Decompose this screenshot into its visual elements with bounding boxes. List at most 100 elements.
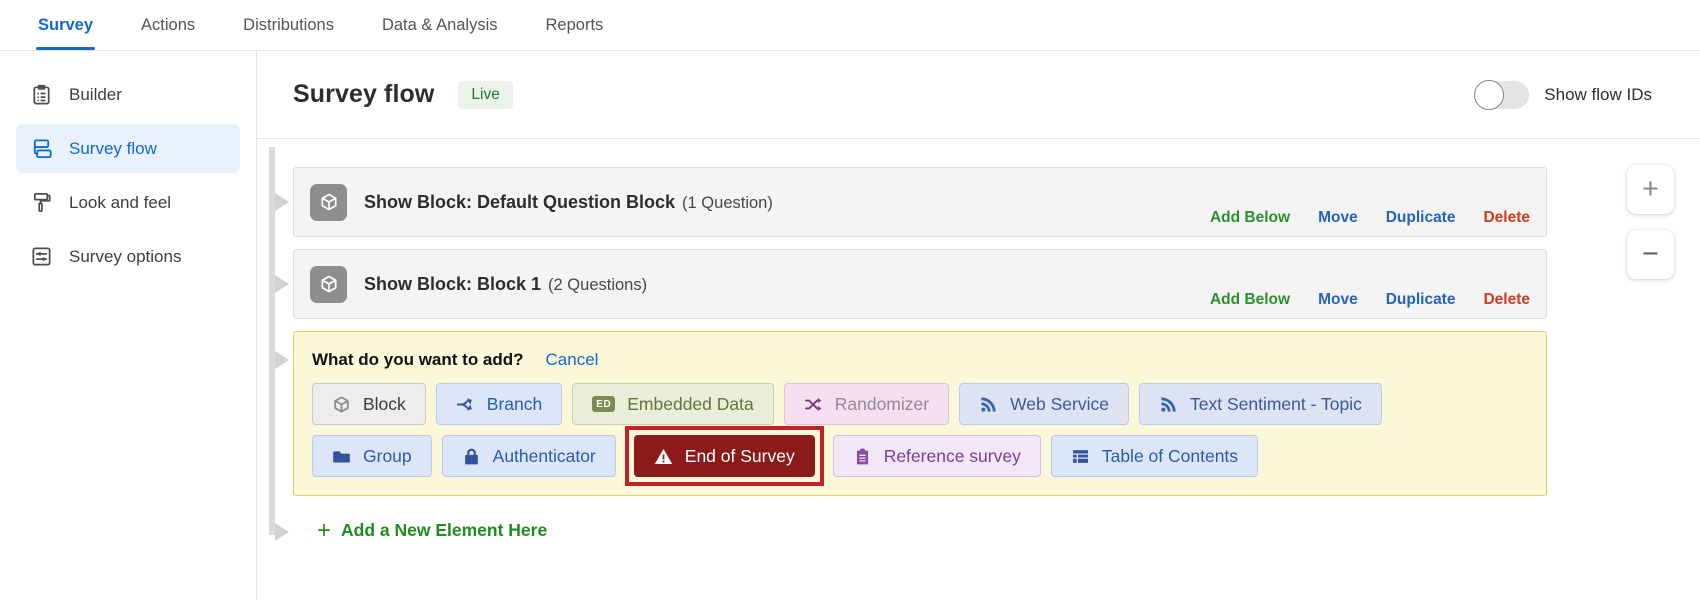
add-options-row-2: Group Authenticator <box>312 426 1528 486</box>
tab-actions[interactable]: Actions <box>141 15 196 34</box>
option-label: Reference survey <box>883 445 1021 466</box>
sidebar-item-survey-options[interactable]: Survey options <box>16 232 240 281</box>
add-new-element-link[interactable]: + Add a New Element Here <box>317 516 1700 544</box>
flow-element-block-1[interactable]: Show Block: Block 1 (2 Questions) Add Bel… <box>293 249 1547 319</box>
branch-icon <box>456 395 475 414</box>
option-block[interactable]: Block <box>312 383 426 425</box>
flow-connector-arrow <box>275 193 289 211</box>
sliders-icon <box>29 245 53 269</box>
block-actions: Add Below Move Duplicate Delete <box>1210 291 1530 309</box>
option-label: Randomizer <box>834 393 930 414</box>
flow-connector-arrow <box>275 351 289 369</box>
sidebar-item-label: Look and feel <box>69 192 172 212</box>
plus-icon: + <box>317 516 332 544</box>
sidebar-item-label: Survey options <box>69 246 182 266</box>
app-shell: Builder Survey flow <box>0 51 1700 600</box>
flow-element-title: Show Block: Default Question Block (1 Que… <box>364 192 773 213</box>
flow-connector-line <box>269 147 275 535</box>
option-label: Web Service <box>1010 393 1109 414</box>
option-end-of-survey[interactable]: End of Survey <box>633 435 815 477</box>
warning-icon <box>654 447 673 466</box>
sidebar-item-survey-flow[interactable]: Survey flow <box>16 124 240 173</box>
zoom-controls: + − <box>1627 165 1674 279</box>
option-authenticator[interactable]: Authenticator <box>441 435 616 477</box>
flow-connector-arrow <box>275 275 289 293</box>
clipboard-icon <box>853 447 872 466</box>
paint-roller-icon <box>29 191 53 215</box>
sidebar-item-label: Survey flow <box>69 138 157 158</box>
lock-icon <box>462 447 481 466</box>
flow-canvas: Show Block: Default Question Block (1 Que… <box>257 139 1700 544</box>
end-of-survey-highlight: End of Survey <box>624 426 824 486</box>
block-actions: Add Below Move Duplicate Delete <box>1210 209 1530 227</box>
option-label: Embedded Data <box>627 393 754 414</box>
tab-reports[interactable]: Reports <box>545 15 604 34</box>
option-label: End of Survey <box>684 445 795 466</box>
option-embedded-data[interactable]: ED Embedded Data <box>572 383 774 425</box>
feed-icon <box>1159 395 1178 414</box>
status-badge: Live <box>458 80 513 109</box>
option-label: Block <box>363 393 406 414</box>
page-title: Survey flow <box>293 80 435 108</box>
zoom-out-button[interactable]: − <box>1627 230 1674 279</box>
add-element-panel: What do you want to add? Cancel Block <box>293 331 1547 496</box>
tab-survey[interactable]: Survey <box>14 0 117 50</box>
move-link[interactable]: Move <box>1318 291 1358 308</box>
cube-icon <box>310 265 347 303</box>
block-question-count: (2 Questions) <box>548 275 648 294</box>
ed-badge-icon: ED <box>592 396 616 412</box>
option-label: Table of Contents <box>1101 445 1239 466</box>
duplicate-link[interactable]: Duplicate <box>1385 291 1456 308</box>
show-flow-ids-label: Show flow IDs <box>1544 84 1652 104</box>
option-web-service[interactable]: Web Service <box>959 383 1129 425</box>
flow-connector-arrow <box>275 523 289 541</box>
flow-element-block-default[interactable]: Show Block: Default Question Block (1 Que… <box>293 167 1547 237</box>
add-options-row-1: Block Branch <box>312 383 1528 425</box>
sidebar-item-label: Builder <box>69 84 122 104</box>
sidebar-item-builder[interactable]: Builder <box>16 70 240 119</box>
option-group[interactable]: Group <box>312 435 432 477</box>
cube-icon <box>310 183 347 221</box>
show-flow-ids-control: Show flow IDs <box>1474 79 1652 110</box>
shuffle-icon <box>804 395 823 414</box>
add-panel-prompt-row: What do you want to add? Cancel <box>312 350 1528 370</box>
zoom-in-button[interactable]: + <box>1627 165 1674 214</box>
option-text-sentiment-topic[interactable]: Text Sentiment - Topic <box>1138 383 1382 425</box>
feed-icon <box>979 395 998 414</box>
move-link[interactable]: Move <box>1318 209 1358 226</box>
page-header: Survey flow Live Show flow IDs <box>257 51 1700 139</box>
add-new-element-label: Add a New Element Here <box>341 520 548 540</box>
delete-link[interactable]: Delete <box>1483 209 1530 226</box>
table-icon <box>1071 447 1090 466</box>
delete-link[interactable]: Delete <box>1483 291 1530 308</box>
option-reference-survey[interactable]: Reference survey <box>832 435 1041 477</box>
add-below-link[interactable]: Add Below <box>1209 291 1291 308</box>
add-below-link[interactable]: Add Below <box>1209 209 1291 226</box>
main-panel: Survey flow Live Show flow IDs + − <box>257 51 1700 600</box>
clipboard-list-icon <box>29 83 53 107</box>
option-label: Branch <box>486 393 543 414</box>
cancel-link[interactable]: Cancel <box>545 350 599 369</box>
cube-icon <box>332 395 351 414</box>
page-header-left: Survey flow Live <box>293 80 513 109</box>
toggle-knob <box>1474 79 1505 110</box>
flow-element-title: Show Block: Block 1 (2 Questions) <box>364 274 647 295</box>
tab-data-analysis[interactable]: Data & Analysis <box>381 15 498 34</box>
block-title: Show Block: Default Question Block <box>364 191 676 212</box>
show-flow-ids-toggle[interactable] <box>1474 79 1530 110</box>
option-label: Text Sentiment - Topic <box>1189 393 1362 414</box>
option-randomizer[interactable]: Randomizer <box>783 383 950 425</box>
option-label: Authenticator <box>492 445 596 466</box>
sidebar-item-look-and-feel[interactable]: Look and feel <box>16 178 240 227</box>
option-branch[interactable]: Branch <box>435 383 563 425</box>
block-title: Show Block: Block 1 <box>364 273 542 294</box>
tab-distributions[interactable]: Distributions <box>243 15 334 34</box>
duplicate-link[interactable]: Duplicate <box>1385 209 1456 226</box>
option-label: Group <box>363 445 412 466</box>
add-panel-prompt: What do you want to add? <box>312 350 524 369</box>
option-table-of-contents[interactable]: Table of Contents <box>1050 435 1259 477</box>
sidebar: Builder Survey flow <box>0 51 257 600</box>
top-navigation: Survey Actions Distributions Data & Anal… <box>0 0 1700 51</box>
flow-icon <box>29 137 53 161</box>
